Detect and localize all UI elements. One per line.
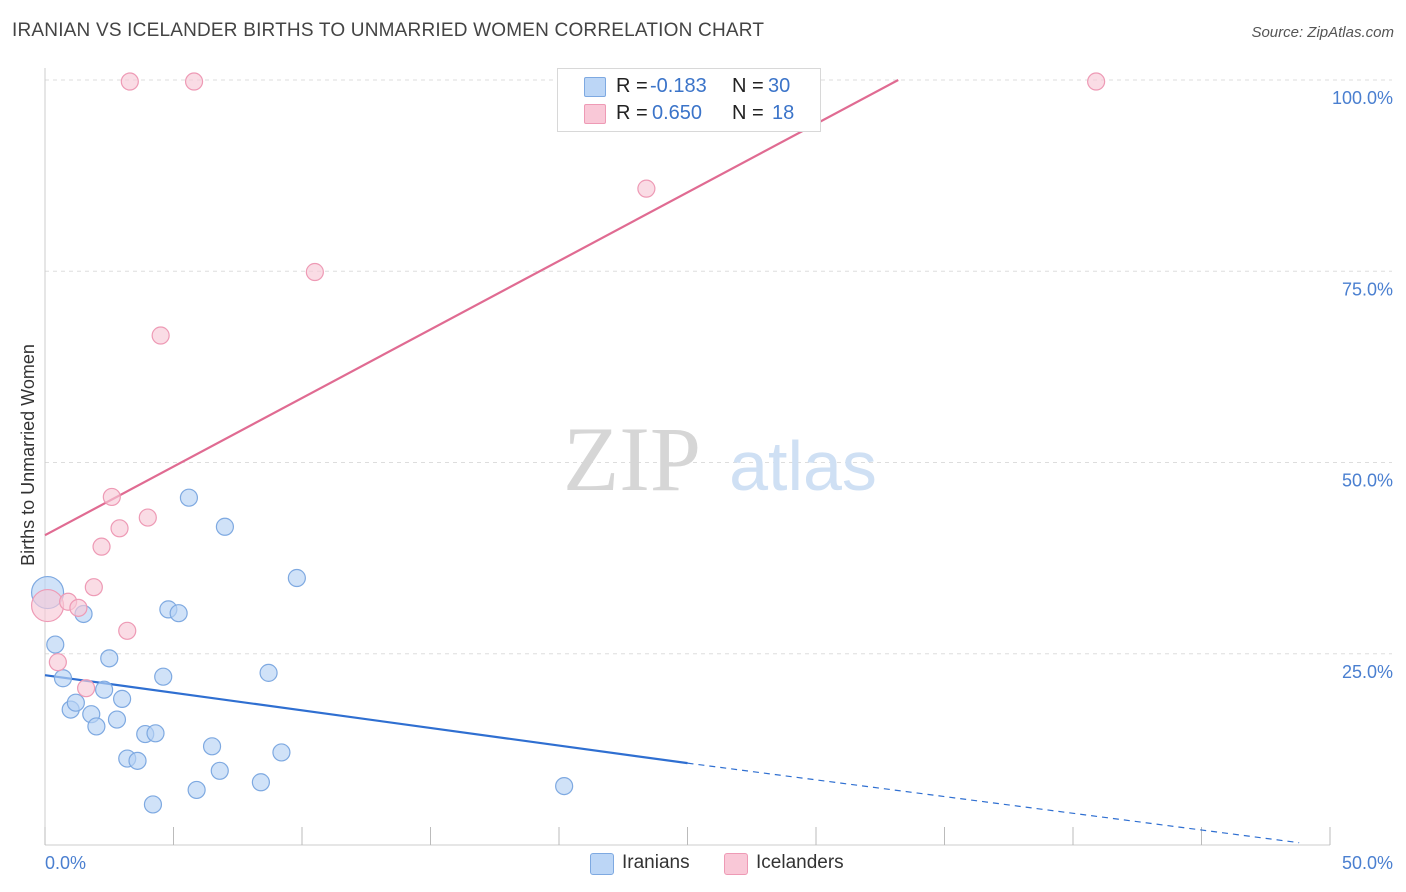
point-iranians: [95, 680, 114, 699]
point-icelanders: [118, 621, 137, 640]
legend-n-value-iranians: 30: [768, 75, 791, 97]
point-iranians: [555, 776, 574, 796]
y-axis-label: Births to Unmarried Women: [18, 344, 38, 566]
points-layer: [30, 72, 1106, 814]
point-iranians: [154, 667, 173, 686]
point-iranians: [46, 635, 65, 654]
point-iranians: [259, 663, 278, 682]
x-tick-label: 0.0%: [45, 853, 86, 873]
point-iranians: [251, 773, 270, 792]
trend-line-icelanders: [44, 79, 899, 537]
trend-line-iranians-extrapolated: [687, 762, 1300, 844]
bottom-legend-swatch-icelanders: [724, 853, 748, 875]
point-iranians: [107, 710, 127, 729]
point-icelanders: [92, 537, 111, 556]
watermark: ZIP atlas: [563, 408, 877, 510]
legend-swatch-iranians: [584, 77, 606, 97]
point-iranians: [87, 717, 106, 736]
point-iranians: [272, 743, 291, 762]
point-iranians: [202, 737, 222, 756]
point-iranians: [146, 724, 165, 743]
y-tick-label: 100.0%: [1332, 88, 1393, 108]
point-icelanders: [120, 72, 139, 91]
point-icelanders: [1087, 72, 1106, 91]
trend-line-iranians: [44, 674, 688, 765]
bottom-legend-label-iranians: Iranians: [622, 852, 690, 873]
point-icelanders: [69, 598, 88, 617]
point-icelanders: [84, 578, 103, 597]
point-iranians: [128, 751, 147, 770]
legend-n-label: N =: [732, 102, 764, 124]
legend-r-value-iranians: -0.183: [650, 75, 707, 97]
legend-r-label: R =: [616, 102, 648, 124]
correlation-legend: R = -0.183 N = 30 R = 0.650 N = 18: [557, 68, 821, 132]
watermark-zip: ZIP: [563, 408, 701, 510]
point-iranians: [66, 693, 85, 712]
legend-n-value-icelanders: 18: [772, 102, 795, 124]
point-icelanders: [637, 179, 656, 198]
x-tick-label: 50.0%: [1342, 853, 1393, 873]
point-iranians: [187, 780, 206, 800]
point-iranians: [210, 761, 229, 780]
point-icelanders: [102, 487, 121, 507]
point-icelanders: [77, 679, 96, 698]
legend-r-value-icelanders: 0.650: [652, 102, 703, 124]
watermark-atlas: atlas: [729, 427, 877, 505]
legend-r-label: R =: [616, 75, 648, 97]
point-icelanders: [110, 519, 129, 538]
point-iranians: [179, 488, 199, 507]
point-icelanders: [30, 588, 65, 623]
point-icelanders: [184, 72, 204, 91]
y-tick-label: 50.0%: [1342, 471, 1393, 491]
axes-layer: 25.0% 50.0% 75.0% 100.0% 0.0% 50.0%: [44, 68, 1393, 873]
chart-title: IRANIAN VS ICELANDER BIRTHS TO UNMARRIED…: [12, 20, 765, 41]
legend-n-label: N =: [732, 75, 764, 97]
y-tick-label: 75.0%: [1342, 279, 1393, 299]
point-iranians: [100, 649, 119, 668]
point-iranians: [169, 604, 188, 623]
bottom-legend-label-icelanders: Icelanders: [756, 852, 844, 873]
point-icelanders: [305, 262, 324, 282]
point-iranians: [53, 669, 73, 688]
y-tick-label: 25.0%: [1342, 662, 1393, 682]
point-icelanders: [48, 653, 67, 672]
point-icelanders: [138, 508, 157, 527]
point-iranians: [287, 568, 306, 588]
point-iranians: [112, 689, 132, 708]
trend-layer: [44, 79, 1300, 844]
grid-layer: [45, 79, 1392, 655]
bottom-legend-swatch-iranians: [590, 853, 614, 875]
legend-swatch-icelanders: [584, 104, 606, 124]
point-iranians: [143, 795, 163, 814]
point-iranians: [215, 517, 234, 536]
point-icelanders: [151, 326, 170, 345]
source-label: Source: ZipAtlas.com: [1251, 24, 1394, 41]
